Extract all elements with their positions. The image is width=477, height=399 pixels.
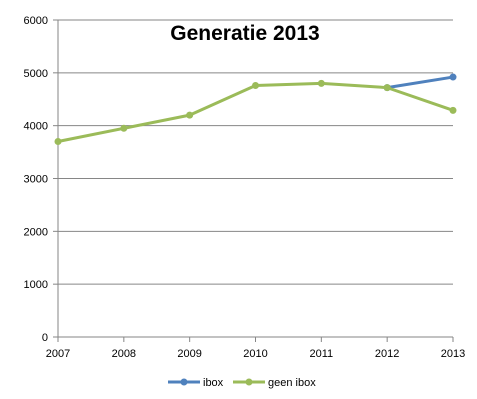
series-line: [57, 81, 454, 143]
y-tick-label: 6000: [24, 15, 48, 27]
x-tick-label: 2008: [112, 348, 136, 360]
x-tick-label: 2007: [46, 348, 70, 360]
y-tick-labels: 0 1000 2000 3000 4000 5000 6000: [24, 15, 48, 344]
legend-item: geen ibox: [233, 377, 316, 389]
data-point: [317, 79, 325, 87]
legend: ibox geen ibox: [168, 377, 316, 389]
y-tick-label: 2000: [24, 226, 48, 238]
legend-label: geen ibox: [268, 377, 316, 389]
data-point: [252, 82, 259, 90]
data-point: [449, 73, 457, 81]
x-tick-label: 2013: [441, 348, 465, 360]
x-tick-label: 2009: [177, 348, 201, 360]
gridlines: [53, 19, 453, 338]
x-tick-label: 2010: [243, 348, 267, 360]
data-point: [449, 106, 457, 114]
x-tick-labels: 2007 2008 2009 2010 2011 2012 2013: [46, 337, 465, 360]
series-group: [54, 73, 457, 146]
y-tick-label: 1000: [24, 279, 48, 291]
series-ibox: [383, 73, 457, 92]
y-tick-label: 3000: [24, 174, 48, 186]
y-tick-label: 0: [42, 332, 48, 344]
x-tick-label: 2012: [375, 348, 399, 360]
legend-item: ibox: [168, 377, 224, 389]
x-tick-label: 2011: [310, 348, 334, 360]
legend-marker: [180, 378, 188, 386]
data-point: [54, 138, 62, 146]
legend-marker: [245, 378, 253, 386]
data-point: [120, 124, 128, 132]
data-point: [383, 84, 391, 92]
legend-label: ibox: [203, 377, 224, 389]
series-geen-ibox: [54, 79, 457, 146]
series-line: [386, 75, 454, 90]
chart-title: Generatie 2013: [170, 22, 319, 45]
data-point: [186, 111, 194, 119]
y-tick-label: 5000: [24, 68, 48, 80]
y-tick-label: 4000: [24, 121, 48, 133]
